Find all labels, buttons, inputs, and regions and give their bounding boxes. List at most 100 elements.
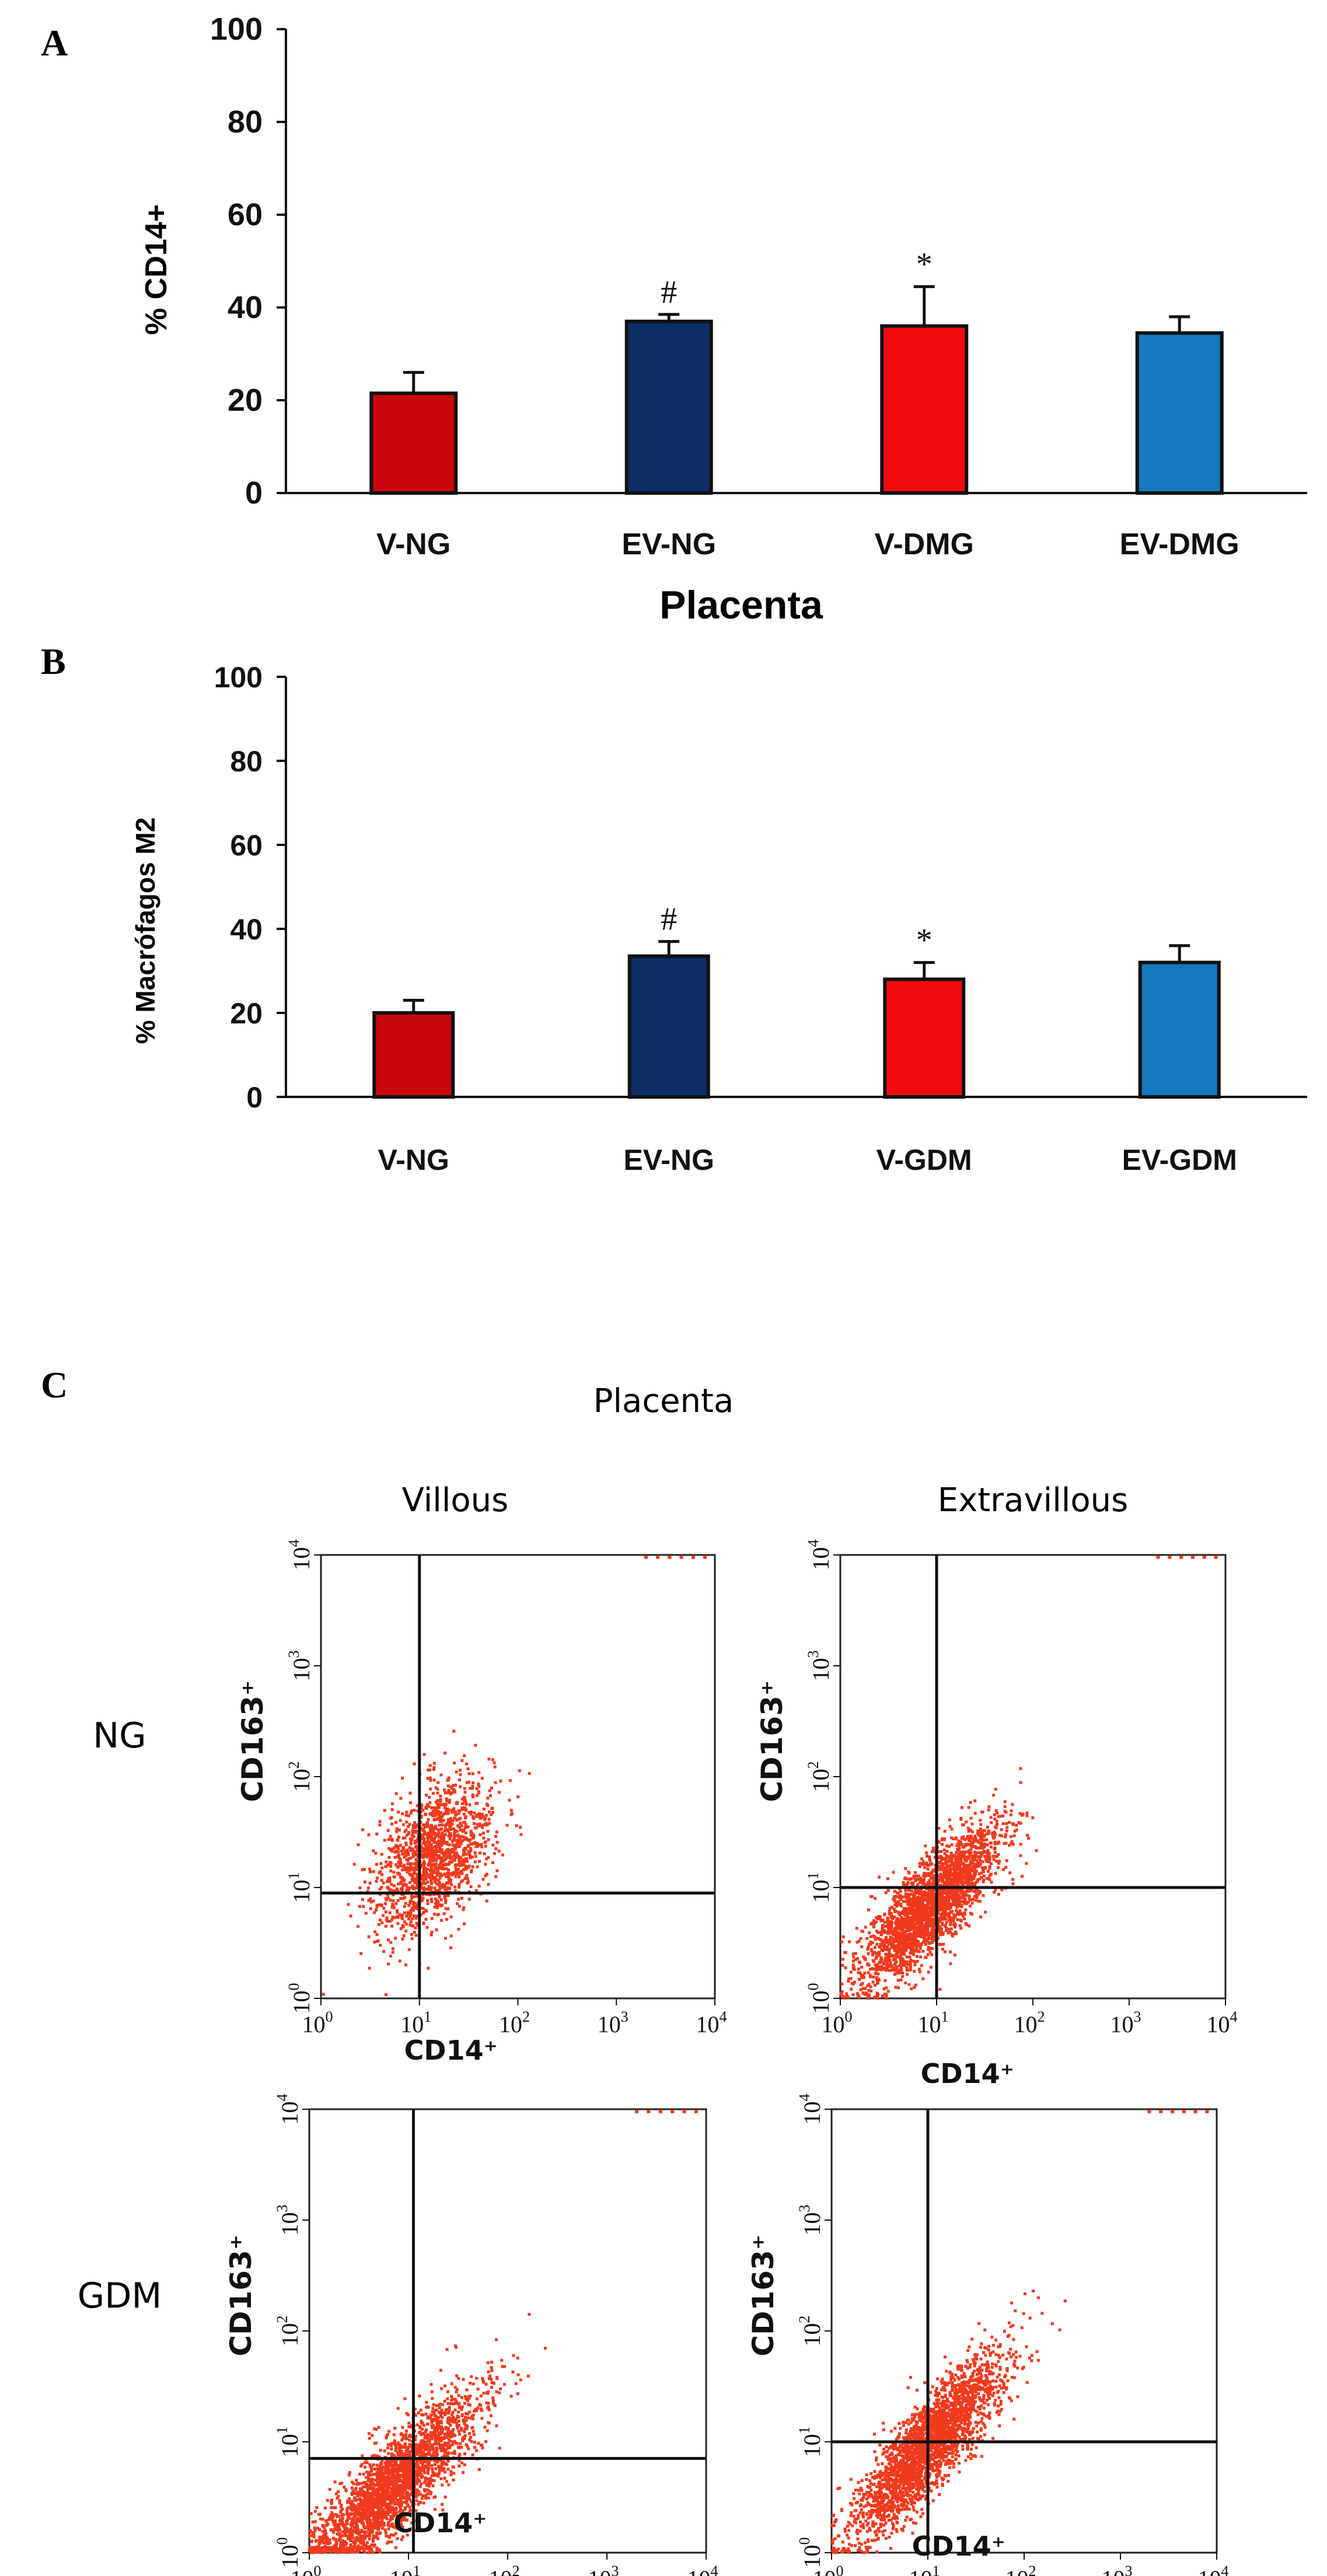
- data-point: [914, 1902, 917, 1906]
- data-point: [938, 1942, 941, 1946]
- data-point: [1010, 1809, 1013, 1813]
- data-point: [1025, 1833, 1029, 1837]
- data-point: [909, 1942, 912, 1945]
- data-point: [985, 1832, 989, 1836]
- tick-base: 10: [288, 1991, 315, 2014]
- data-point: [955, 1873, 958, 1876]
- data-point: [911, 1910, 914, 1914]
- data-point: [492, 2402, 495, 2405]
- data-point: [415, 1872, 419, 1876]
- data-point: [435, 1843, 439, 1846]
- data-point: [883, 1966, 886, 1970]
- data-point: [369, 1900, 373, 1904]
- data-point: [402, 2500, 406, 2504]
- data-point: [898, 1933, 901, 1937]
- data-point: [919, 1926, 923, 1930]
- data-point: [987, 1854, 991, 1857]
- data-point: [410, 1937, 414, 1941]
- data-point: [885, 1968, 888, 1972]
- data-point: [928, 1879, 931, 1882]
- data-point: [907, 1888, 910, 1892]
- data-point: [938, 1888, 941, 1892]
- data-point: [889, 1937, 893, 1940]
- data-point: [473, 1826, 477, 1830]
- data-point: [876, 1972, 880, 1976]
- data-point: [386, 1877, 390, 1881]
- data-point: [878, 1951, 881, 1954]
- data-point: [402, 1934, 406, 1938]
- data-point: [919, 1955, 922, 1959]
- data-point: [841, 1935, 845, 1939]
- row-label-ng: NG: [93, 1715, 146, 1756]
- data-point: [435, 1832, 438, 1836]
- data-point: [460, 2405, 464, 2409]
- data-point: [928, 1933, 931, 1937]
- data-point: [403, 1905, 406, 1909]
- data-point: [432, 1833, 435, 1836]
- data-point: [919, 1915, 923, 1918]
- data-point: [941, 1948, 945, 1951]
- data-point: [454, 2401, 458, 2404]
- data-point: [933, 1911, 936, 1914]
- data-point: [411, 1917, 414, 1921]
- data-point: [931, 1941, 934, 1944]
- tick-exponent: 2: [522, 2008, 530, 2025]
- data-point: [431, 1809, 435, 1813]
- data-point: [940, 1927, 943, 1931]
- data-point: [907, 1925, 910, 1928]
- data-point: [357, 2502, 361, 2506]
- data-point: [483, 2425, 487, 2429]
- data-point: [959, 1859, 962, 1862]
- data-point: [938, 1933, 942, 1937]
- data-point: [338, 2532, 341, 2535]
- data-point: [418, 2527, 422, 2530]
- data-point: [462, 1868, 466, 1871]
- data-point: [421, 1856, 425, 1860]
- data-point: [439, 2412, 442, 2416]
- data-point: [1011, 1803, 1014, 1806]
- data-point: [360, 2542, 364, 2545]
- data-point: [923, 1883, 926, 1886]
- data-point: [979, 1851, 983, 1854]
- data-point: [438, 1883, 441, 1887]
- data-point: [446, 1823, 449, 1826]
- data-point: [497, 1850, 501, 1853]
- data-point: [435, 1817, 439, 1821]
- data-point: [887, 1939, 891, 1942]
- data-point: [916, 1896, 920, 1899]
- data-point: [882, 1939, 886, 1943]
- data-point: [891, 1945, 895, 1949]
- data-point: [875, 1977, 878, 1981]
- data-point: [474, 1842, 477, 1846]
- data-point: [383, 2528, 387, 2532]
- data-point: [435, 1874, 439, 1877]
- data-point: [931, 1898, 934, 1902]
- data-point: [943, 1868, 947, 1872]
- data-point: [945, 1844, 949, 1848]
- data-point: [962, 1881, 966, 1884]
- data-point: [859, 1937, 862, 1941]
- data-point: [429, 1837, 433, 1840]
- data-point: [436, 1879, 440, 1882]
- data-point: [427, 1818, 430, 1822]
- data-point: [932, 1889, 935, 1892]
- data-point: [429, 1890, 433, 1893]
- data-point: [448, 1801, 451, 1804]
- data-point: [900, 1895, 903, 1899]
- data-point: [957, 1893, 961, 1897]
- data-point: [917, 1874, 920, 1878]
- data-point: [403, 1836, 407, 1840]
- data-point: [457, 2430, 460, 2433]
- data-point: [894, 1972, 898, 1976]
- data-point: [374, 1851, 378, 1855]
- data-point: [884, 1936, 888, 1939]
- data-point: [850, 1987, 853, 1991]
- data-point: [420, 1806, 423, 1810]
- data-point: [337, 2526, 341, 2529]
- data-point: [424, 1812, 428, 1816]
- data-point: [959, 1843, 962, 1846]
- data-point: [970, 1869, 973, 1872]
- data-point: [404, 2488, 407, 2492]
- data-point: [956, 1849, 960, 1853]
- data-point: [389, 2533, 393, 2536]
